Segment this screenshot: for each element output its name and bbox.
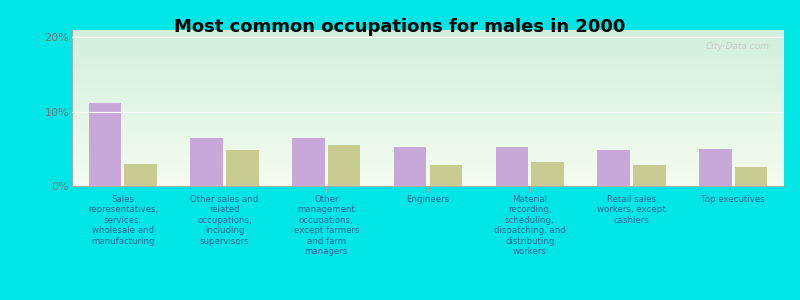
Text: Sales
representatives,
services,
wholesale and
manufacturing: Sales representatives, services, wholesa… xyxy=(88,195,158,246)
Text: Most common occupations for males in 2000: Most common occupations for males in 200… xyxy=(174,18,626,36)
Bar xyxy=(124,164,157,186)
Text: Other sales and
related
occupations,
including
supervisors: Other sales and related occupations, inc… xyxy=(190,195,258,246)
Text: Top executives: Top executives xyxy=(702,195,765,204)
Bar xyxy=(226,150,258,186)
Bar xyxy=(89,103,122,186)
Text: Material
recording,
scheduling,
dispatching, and
distributing
workers: Material recording, scheduling, dispatch… xyxy=(494,195,566,256)
Bar xyxy=(633,165,666,186)
Bar xyxy=(292,138,325,186)
Bar xyxy=(598,150,630,186)
Bar xyxy=(328,145,360,186)
Text: Retail sales
workers, except
cashiers: Retail sales workers, except cashiers xyxy=(597,195,666,225)
Bar xyxy=(496,147,528,186)
Text: Engineers: Engineers xyxy=(406,195,450,204)
Text: City-Data.com: City-Data.com xyxy=(706,43,770,52)
Bar xyxy=(190,138,223,186)
Bar xyxy=(531,162,564,186)
Bar xyxy=(394,147,426,186)
Bar xyxy=(699,149,732,186)
Text: Other
management
occupations,
except farmers
and farm
managers: Other management occupations, except far… xyxy=(294,195,359,256)
Bar xyxy=(430,165,462,186)
Bar xyxy=(734,167,767,186)
